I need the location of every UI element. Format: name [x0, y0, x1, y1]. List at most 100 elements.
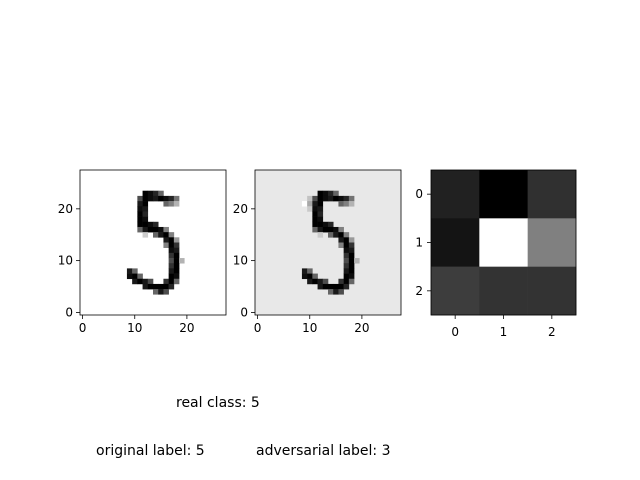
image-pixel	[301, 273, 308, 280]
kernel-cell	[527, 218, 577, 267]
image-pixel	[147, 226, 154, 233]
image-pixel	[153, 232, 159, 238]
image-pixel	[312, 278, 318, 285]
x-tick-label: 10	[127, 321, 142, 335]
y-tick-label: 10	[233, 254, 248, 268]
image-pixel	[163, 195, 169, 202]
image-pixel	[168, 252, 175, 259]
y-tick-label: 0	[240, 305, 248, 319]
image-pixel	[137, 278, 143, 285]
y-tick-label: 20	[233, 202, 248, 216]
image-pixel	[328, 226, 334, 233]
image-pixel	[338, 195, 344, 202]
adversarial-label-caption: adversarial label: 3	[256, 443, 391, 459]
image-pixel	[312, 211, 318, 217]
kernel-cell	[431, 218, 480, 267]
image-pixel	[333, 195, 339, 202]
image-pixel	[179, 258, 185, 264]
image-pixel	[348, 252, 355, 259]
kernel-cell	[431, 266, 480, 316]
y-tick-label: 0	[65, 305, 73, 319]
image-pixel	[147, 190, 154, 197]
kernel-cell	[431, 170, 480, 219]
image-pixel	[333, 289, 339, 295]
kernel-cell	[479, 218, 528, 267]
image-pixel	[312, 206, 318, 212]
image-pixel	[328, 195, 334, 202]
kernel-cell	[527, 266, 577, 316]
image-pixel	[317, 201, 324, 207]
image-pixel	[348, 258, 355, 264]
image-pixel	[173, 201, 180, 207]
image-pixel	[153, 226, 159, 233]
image-pixel	[126, 268, 133, 274]
image-pixel	[317, 216, 324, 223]
image-pixel	[312, 216, 318, 223]
image-pixel	[328, 289, 334, 295]
image-pixel	[142, 283, 149, 290]
image-pixel	[142, 201, 149, 207]
image-pixel	[153, 190, 159, 197]
image-pixel	[322, 283, 329, 290]
image-pixel	[158, 289, 164, 295]
x-tick-label: 10	[302, 321, 317, 335]
image-pixel	[163, 242, 169, 248]
image-pixel	[322, 278, 329, 285]
image-pixel	[343, 237, 350, 243]
image-pixel	[348, 201, 355, 207]
image-pixel	[317, 283, 324, 290]
image-pixel	[322, 226, 329, 233]
image-pixel	[163, 232, 169, 238]
image-pixel	[153, 195, 159, 202]
image-pixel	[173, 268, 180, 274]
image-pixel	[168, 242, 175, 248]
image-pixel	[168, 201, 175, 207]
image-pixel	[343, 201, 350, 207]
image-pixel	[137, 195, 143, 202]
image-pixel	[147, 221, 154, 228]
image-pixel	[307, 273, 313, 280]
image-pixel	[142, 226, 149, 233]
image-pixel	[307, 201, 313, 207]
image-pixel	[307, 206, 313, 212]
image-pixel	[158, 226, 164, 233]
image-pixel	[338, 237, 344, 243]
image-pixel	[163, 237, 169, 243]
image-pixel	[348, 263, 355, 269]
image-pixel	[163, 289, 169, 295]
image-pixel	[328, 190, 334, 197]
y-tick-label: 0	[415, 187, 423, 201]
axes-frame	[79, 169, 227, 316]
image-pixel	[348, 242, 355, 248]
image-pixel	[343, 232, 350, 238]
image-pixel	[312, 201, 318, 207]
image-pixel	[168, 232, 175, 238]
axes-frame	[254, 169, 402, 316]
image-pixel	[348, 278, 355, 285]
image-pixel	[348, 195, 355, 202]
image-pixel	[343, 273, 350, 280]
image-pixel	[173, 273, 180, 280]
image-pixel	[343, 263, 350, 269]
image-pixel	[137, 211, 143, 217]
image-pixel	[173, 242, 180, 248]
image-pixel	[333, 232, 339, 238]
image-pixel	[328, 283, 334, 290]
x-tick-label: 20	[354, 321, 369, 335]
original-image-panel: 0 10 20 0 10 20	[58, 169, 227, 335]
image-pixel	[317, 211, 324, 217]
image-pixel	[338, 232, 344, 238]
image-pixel	[142, 190, 149, 197]
image-pixel	[168, 195, 175, 202]
image-pixel	[301, 201, 308, 207]
image-pixel	[348, 237, 355, 243]
original-label-caption: original label: 5	[96, 443, 205, 459]
image-pixel	[153, 283, 159, 290]
image-pixel	[158, 190, 164, 197]
image-pixel	[168, 247, 175, 254]
image-pixel	[322, 190, 329, 197]
image-pixel	[343, 278, 350, 285]
image-pixel	[328, 221, 334, 228]
image-pixel	[168, 273, 175, 280]
